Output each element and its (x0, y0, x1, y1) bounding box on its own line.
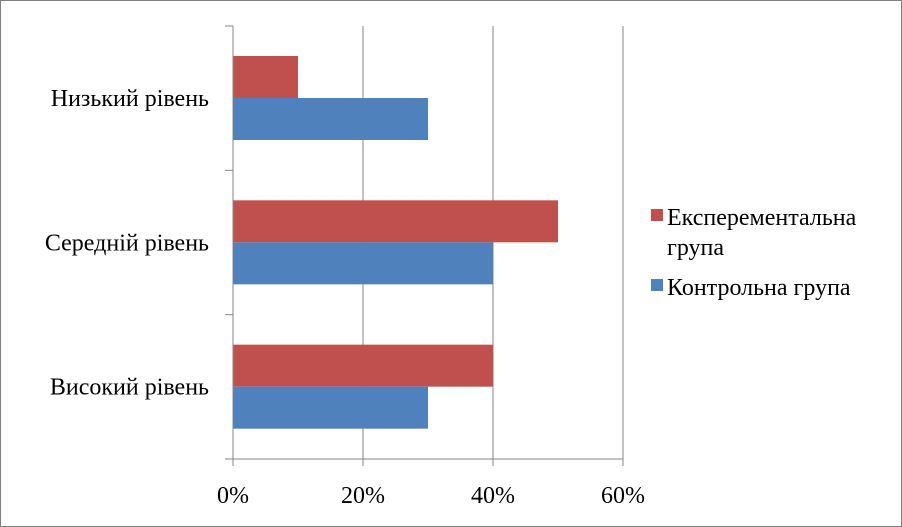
legend-experimental-swatch (651, 209, 663, 221)
bar-experimental-0 (233, 56, 298, 98)
bar-experimental-2 (233, 344, 493, 387)
bar-control-0 (233, 98, 428, 140)
x-tick-label: 40% (471, 483, 515, 509)
legend-control-label: Контрольна група (667, 275, 851, 301)
bar-control-1 (233, 242, 493, 285)
x-tick-labels: 0% 20% 40% 60% (217, 483, 645, 509)
x-tick-label: 0% (217, 483, 249, 509)
legend-control: Контрольна група (651, 275, 851, 301)
category-label: Високий рівень (50, 375, 209, 401)
x-tick-label: 60% (601, 483, 645, 509)
bars (233, 56, 558, 429)
axes (225, 25, 624, 466)
bar-experimental-1 (233, 200, 558, 243)
legend-experimental-label: Експерементальна (667, 205, 857, 231)
legend-experimental: Експерементальна група (651, 205, 857, 261)
category-label: Середній рівень (45, 230, 209, 256)
category-label: Низький рівень (51, 86, 209, 112)
category-labels: Низький рівень Середній рівень Високий рів… (45, 86, 209, 401)
legend-control-swatch (651, 279, 663, 291)
legend: Експерементальна група Контрольна група (651, 205, 857, 301)
bar-control-2 (233, 386, 428, 429)
legend-experimental-label: група (667, 235, 724, 261)
x-tick-label: 20% (341, 483, 385, 509)
